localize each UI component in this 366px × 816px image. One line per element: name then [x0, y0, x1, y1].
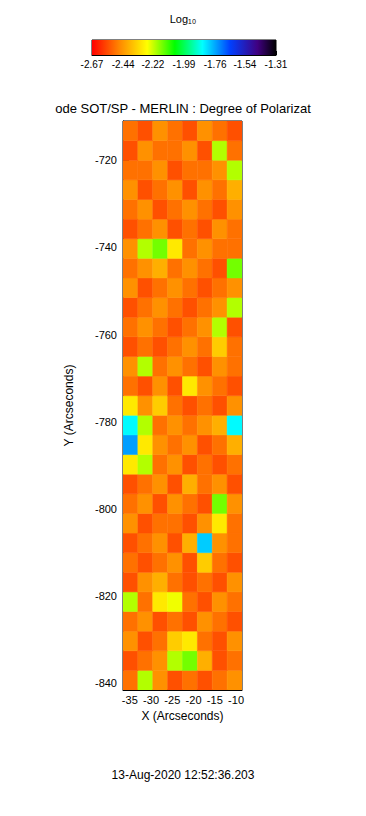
- svg-text:-1.54: -1.54: [233, 59, 256, 70]
- svg-text:-720: -720: [95, 154, 117, 166]
- svg-text:-30: -30: [143, 694, 159, 706]
- svg-text:-1.76: -1.76: [204, 59, 227, 70]
- svg-text:-1.99: -1.99: [173, 59, 196, 70]
- svg-text:-780: -780: [95, 416, 117, 428]
- svg-text:Log₁₀: Log₁₀: [170, 13, 197, 25]
- svg-text:-800: -800: [95, 503, 117, 515]
- svg-text:-740: -740: [95, 241, 117, 253]
- svg-text:-2.44: -2.44: [112, 59, 135, 70]
- svg-text:X (Arcseconds): X (Arcseconds): [141, 709, 223, 723]
- svg-text:-15: -15: [207, 694, 223, 706]
- svg-text:-2.67: -2.67: [81, 59, 104, 70]
- svg-text:-10: -10: [228, 694, 244, 706]
- svg-text:-820: -820: [95, 590, 117, 602]
- svg-text:-2.22: -2.22: [141, 59, 164, 70]
- svg-text:-35: -35: [122, 694, 138, 706]
- svg-text:-20: -20: [186, 694, 202, 706]
- svg-text:Y (Arcseconds): Y (Arcseconds): [62, 365, 76, 447]
- svg-text:-840: -840: [95, 677, 117, 689]
- svg-text:-25: -25: [164, 694, 180, 706]
- svg-text:-760: -760: [95, 329, 117, 341]
- svg-text:-1.31: -1.31: [265, 59, 288, 70]
- svg-text:ode SOT/SP - MERLIN : Degree o: ode SOT/SP - MERLIN : Degree of Polariza…: [55, 101, 311, 116]
- svg-text:13-Aug-2020 12:52:36.203: 13-Aug-2020 12:52:36.203: [112, 768, 255, 782]
